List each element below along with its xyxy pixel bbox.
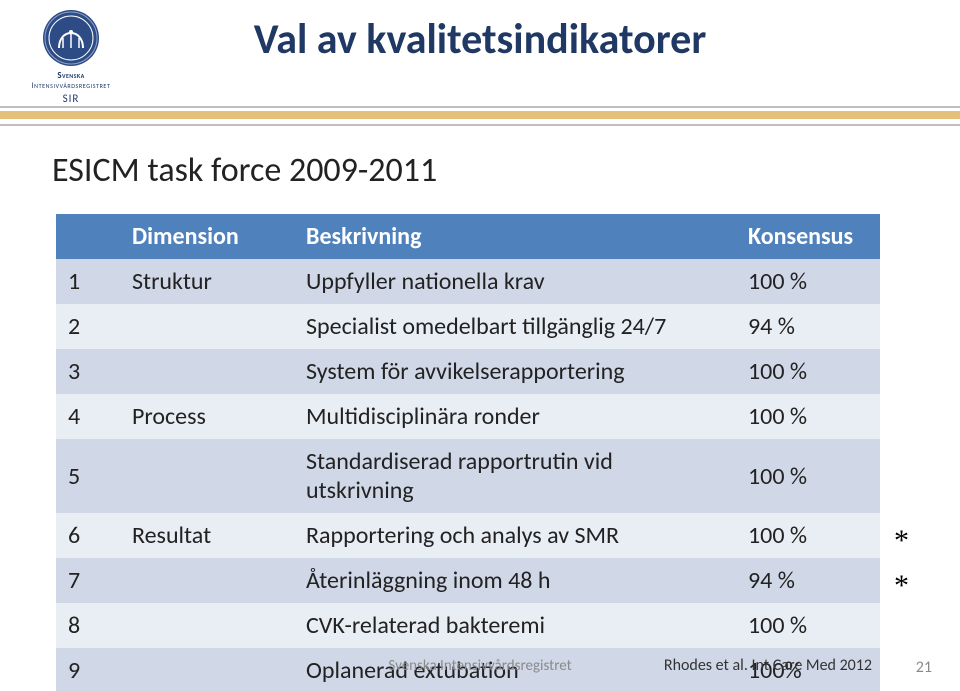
cell-dimension	[120, 603, 294, 648]
table-row: 7 Återinläggning inom 48 h94 %	[56, 558, 880, 603]
logo-line2: Intensivvårdsregistret	[6, 81, 136, 91]
logo-line1: Svenska	[6, 70, 136, 81]
th-blank	[56, 214, 120, 259]
cell-description: Multidisciplinära ronder	[294, 394, 736, 439]
table-row: 2 Specialist omedelbart tillgänglig 24/79…	[56, 304, 880, 349]
cell-dimension	[120, 349, 294, 394]
divider-fill	[0, 111, 960, 119]
logo-line3: SIR	[6, 92, 136, 105]
cell-description: System för avvikelserapportering	[294, 349, 736, 394]
cell-consensus: 100 %	[736, 259, 880, 304]
slide-title: Val av kvalitetsindikatorer	[254, 14, 707, 65]
cell-description: Specialist omedelbart tillgänglig 24/7	[294, 304, 736, 349]
cell-index: 6	[56, 513, 120, 558]
cell-consensus: 100 %	[736, 439, 880, 513]
footer-citation: Rhodes et al. Int Care Med 2012	[664, 656, 872, 675]
page-number: 21	[916, 658, 932, 677]
cell-description: Standardiserad rapportrutin vid utskrivn…	[294, 439, 736, 513]
table-row: 1StrukturUppfyller nationella krav100 %	[56, 259, 880, 304]
cell-index: 7	[56, 558, 120, 603]
cell-dimension: Resultat	[120, 513, 294, 558]
divider-bar	[0, 106, 960, 126]
cell-index: 1	[56, 259, 120, 304]
cell-dimension: Struktur	[120, 259, 294, 304]
title-wrap: Val av kvalitetsindikatorer	[0, 14, 960, 65]
cell-consensus: 100 %	[736, 603, 880, 648]
cell-index: 8	[56, 603, 120, 648]
table-wrap: Dimension Beskrivning Konsensus 1Struktu…	[56, 214, 880, 691]
th-konsensus: Konsensus	[736, 214, 880, 259]
cell-consensus: 100 %	[736, 513, 880, 558]
th-beskrivning: Beskrivning	[294, 214, 736, 259]
table-row: 5 Standardiserad rapportrutin vid utskriv…	[56, 439, 880, 513]
subtitle: ESICM task force 2009-2011	[52, 150, 437, 191]
cell-description: Uppfyller nationella krav	[294, 259, 736, 304]
th-dimension: Dimension	[120, 214, 294, 259]
cell-consensus: 94 %	[736, 304, 880, 349]
table-header-row: Dimension Beskrivning Konsensus	[56, 214, 880, 259]
cell-index: 4	[56, 394, 120, 439]
table-row: 4ProcessMultidisciplinära ronder100 %	[56, 394, 880, 439]
table-row: 6ResultatRapportering och analys av SMR1…	[56, 513, 880, 558]
cell-description: CVK-relaterad bakteremi	[294, 603, 736, 648]
cell-consensus: 94 %	[736, 558, 880, 603]
table-row: 8 CVK-relaterad bakteremi100 %	[56, 603, 880, 648]
table-row: 3 System för avvikelserapportering100 %	[56, 349, 880, 394]
star-marker: *	[894, 526, 909, 556]
cell-consensus: 100 %	[736, 349, 880, 394]
cell-dimension	[120, 304, 294, 349]
cell-dimension	[120, 558, 294, 603]
cell-index: 2	[56, 304, 120, 349]
cell-dimension	[120, 439, 294, 513]
cell-dimension: Process	[120, 394, 294, 439]
star-marker: *	[894, 571, 909, 601]
cell-consensus: 100 %	[736, 394, 880, 439]
cell-index: 3	[56, 349, 120, 394]
cell-index: 5	[56, 439, 120, 513]
slide: Svenska Intensivvårdsregistret SIR Val a…	[0, 0, 960, 691]
cell-description: Rapportering och analys av SMR	[294, 513, 736, 558]
indicator-table: Dimension Beskrivning Konsensus 1Struktu…	[56, 214, 880, 691]
cell-description: Återinläggning inom 48 h	[294, 558, 736, 603]
